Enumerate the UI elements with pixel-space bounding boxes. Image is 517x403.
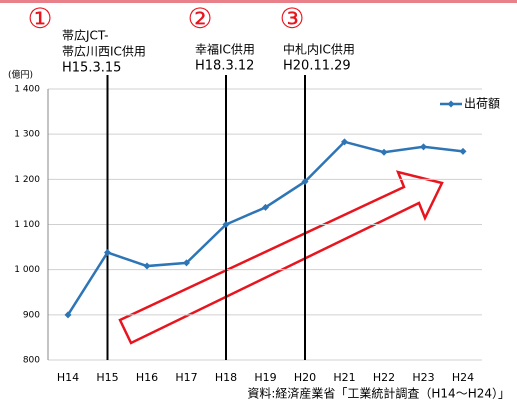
x-tick-label: H20 (294, 371, 316, 384)
x-tick-label: H19 (254, 371, 276, 384)
event-label: H18.3.12 (195, 59, 254, 74)
data-point (143, 262, 151, 270)
x-tick-label: H22 (373, 371, 395, 384)
legend-marker (447, 100, 455, 108)
x-tick-label: H16 (136, 371, 158, 384)
x-tick-label: H15 (96, 371, 118, 384)
x-tick-label: H23 (412, 371, 434, 384)
data-point (380, 148, 388, 156)
data-point (420, 143, 427, 151)
event-marker: ① (27, 2, 52, 35)
event-label: H15.3.15 (62, 61, 121, 76)
data-point (301, 178, 309, 186)
y-tick-label: 1 200 (14, 175, 40, 185)
y-unit: (億円) (8, 69, 33, 81)
x-tick-label: H14 (57, 371, 79, 384)
y-tick-label: 900 (23, 310, 40, 320)
event-marker: ③ (279, 2, 304, 35)
event-label: 幸福IC供用 (195, 42, 255, 57)
event-label: 帯広JCT- (62, 29, 108, 43)
data-point (341, 138, 348, 146)
data-point (262, 203, 269, 211)
y-tick-label: 800 (23, 356, 40, 366)
data-point (64, 311, 72, 319)
data-point (183, 259, 190, 267)
x-tick-label: H17 (175, 371, 197, 384)
event-label: 中札内IC供用 (283, 42, 355, 57)
top-rule (0, 0, 517, 3)
data-point (222, 221, 230, 228)
y-tick-label: 1 100 (14, 220, 40, 230)
x-tick-label: H24 (452, 371, 474, 384)
trend-arrow (118, 170, 444, 345)
event-label: 帯広川西IC供用 (62, 45, 146, 59)
event-marker: ② (187, 2, 212, 35)
legend-label: 出荷額 (464, 97, 500, 111)
y-tick-label: 1 400 (14, 85, 40, 95)
y-tick-label: 1 000 (14, 265, 40, 275)
event-label: H20.11.29 (283, 59, 351, 74)
x-tick-label: H21 (333, 371, 355, 384)
series-line (66, 140, 464, 316)
y-tick-label: 1 300 (14, 130, 40, 140)
x-tick-label: H18 (215, 371, 237, 384)
data-point (104, 249, 111, 257)
data-point (459, 147, 467, 155)
source: 資料:経済産業省「工業統計調査（H14～H24）」 (247, 386, 510, 401)
